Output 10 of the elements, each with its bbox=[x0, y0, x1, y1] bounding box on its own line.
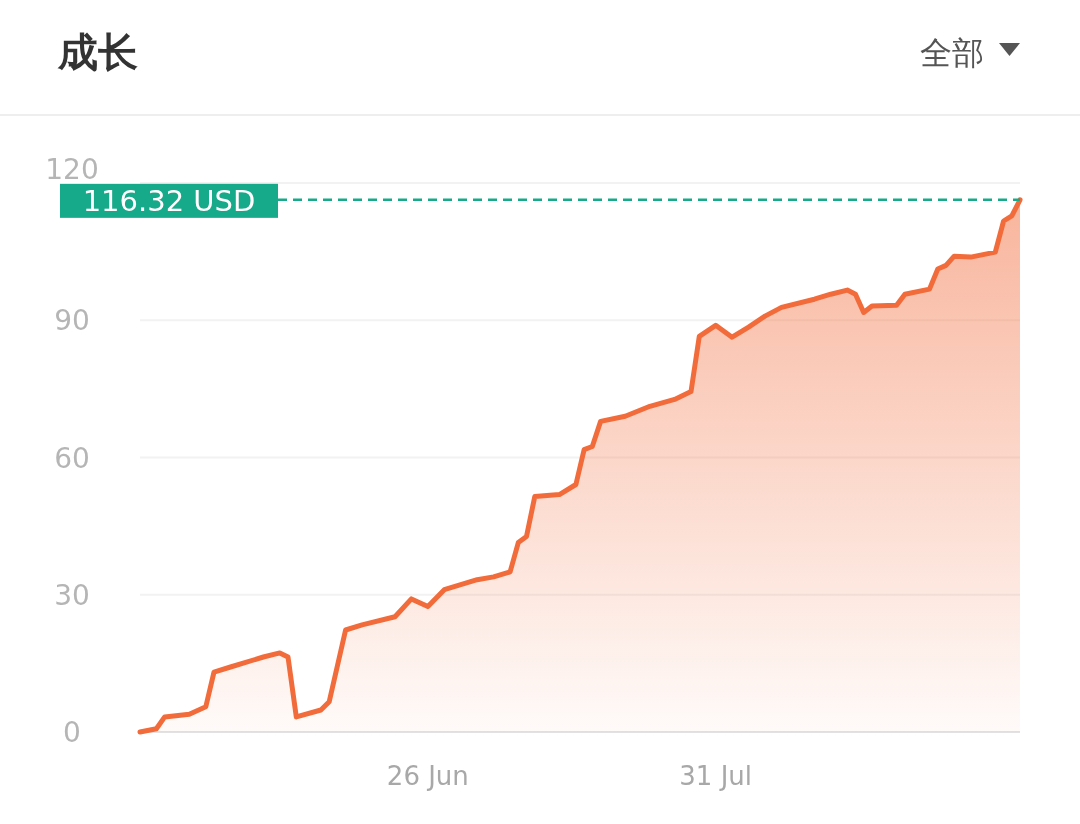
dropdown: 全部 bbox=[920, 34, 1020, 72]
y-tick-label: 30 bbox=[54, 578, 90, 612]
y-tick-label: 90 bbox=[54, 304, 90, 338]
y-tick-label: 120 bbox=[45, 153, 99, 186]
y-tick-label: 0 bbox=[63, 716, 81, 749]
y-tick-label: 60 bbox=[54, 441, 90, 475]
x-tick-label: 31 Jul bbox=[679, 761, 753, 791]
ref-line-label: 116.32 USD bbox=[82, 183, 256, 218]
x-tick-label: 26 Jun bbox=[386, 761, 469, 791]
chart-title: 成长 bbox=[57, 29, 138, 75]
